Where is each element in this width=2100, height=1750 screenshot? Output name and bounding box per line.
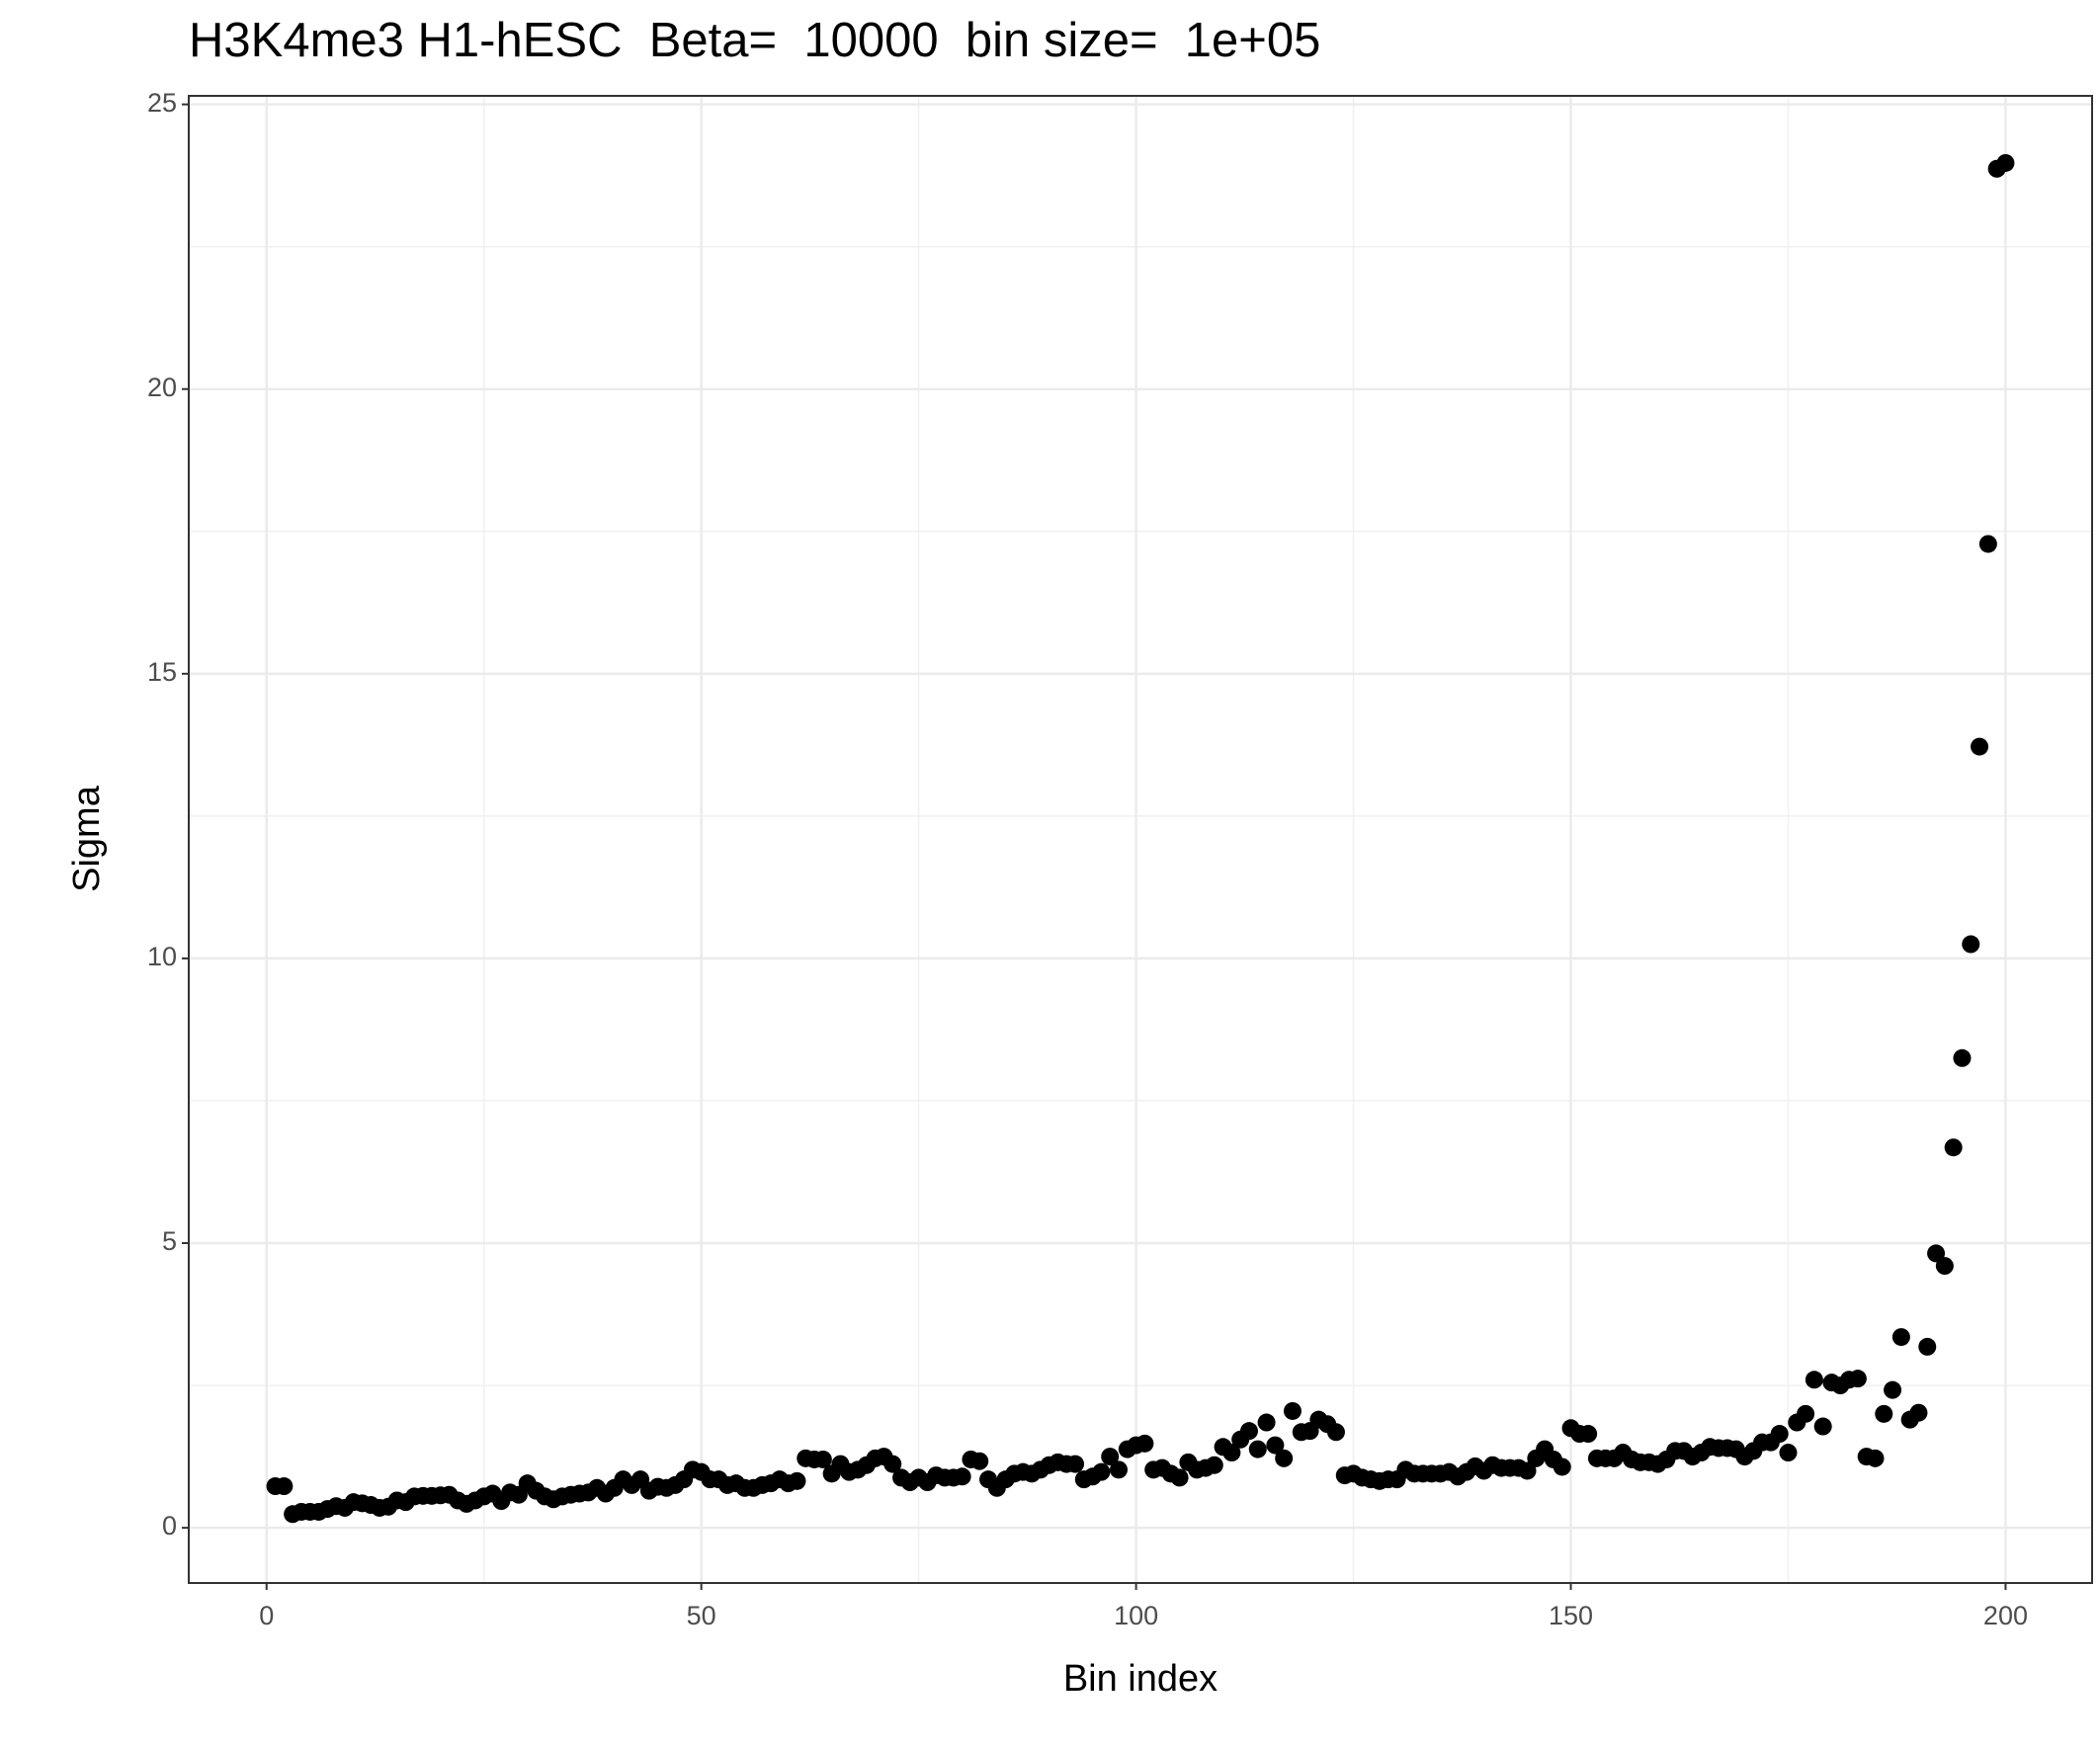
point: [953, 1467, 971, 1486]
point: [1579, 1425, 1598, 1444]
point: [1135, 1434, 1154, 1453]
point: [1110, 1460, 1129, 1479]
point: [1326, 1423, 1345, 1442]
point: [1927, 1244, 1946, 1263]
y-tick-label: 0: [162, 1511, 177, 1541]
point: [1222, 1444, 1241, 1462]
point: [970, 1452, 989, 1470]
y-tick-label: 15: [147, 657, 177, 687]
point: [1170, 1468, 1189, 1487]
point: [788, 1471, 806, 1490]
point: [1953, 1048, 1972, 1067]
point: [1962, 935, 1980, 954]
point: [1205, 1456, 1223, 1474]
point: [1257, 1413, 1276, 1432]
y-tick-label: 5: [162, 1226, 177, 1256]
point: [1553, 1458, 1571, 1476]
point: [883, 1455, 902, 1473]
point: [1518, 1461, 1537, 1480]
x-tick-label: 0: [259, 1601, 274, 1630]
point: [813, 1450, 832, 1468]
point: [1848, 1370, 1867, 1388]
point: [1805, 1371, 1823, 1389]
point: [1248, 1440, 1267, 1458]
point: [1101, 1448, 1120, 1466]
point: [1239, 1422, 1258, 1441]
x-tick-label: 100: [1114, 1601, 1158, 1630]
point: [1909, 1403, 1928, 1422]
point: [1813, 1417, 1832, 1436]
point: [1066, 1455, 1085, 1473]
point: [1978, 535, 1997, 553]
point: [1797, 1404, 1815, 1423]
point: [1770, 1425, 1789, 1444]
point: [275, 1477, 294, 1496]
chart-title: H3K4me3 H1-hESC Beta= 10000 bin size= 1e…: [189, 14, 1320, 67]
point: [1935, 1257, 1954, 1276]
point: [1092, 1462, 1111, 1481]
y-tick-label: 10: [147, 942, 177, 971]
x-tick-label: 150: [1549, 1601, 1593, 1630]
point: [1944, 1138, 1963, 1157]
y-axis-title: Sigma: [66, 785, 108, 892]
point: [1884, 1380, 1902, 1399]
point: [1266, 1436, 1285, 1455]
point: [1875, 1404, 1893, 1423]
point: [1996, 153, 2015, 172]
point: [1918, 1337, 1937, 1356]
x-axis-title: Bin index: [1063, 1658, 1218, 1700]
y-tick-label: 25: [147, 88, 177, 118]
panel-border: [188, 95, 2093, 1584]
y-tick-label: 20: [147, 373, 177, 402]
point: [1275, 1449, 1294, 1467]
point: [1283, 1401, 1302, 1420]
x-tick-label: 50: [687, 1601, 716, 1630]
point: [1779, 1444, 1798, 1462]
point: [1971, 737, 1989, 756]
point: [1891, 1328, 1910, 1347]
point: [1866, 1449, 1885, 1467]
x-tick-label: 200: [1983, 1601, 2028, 1630]
